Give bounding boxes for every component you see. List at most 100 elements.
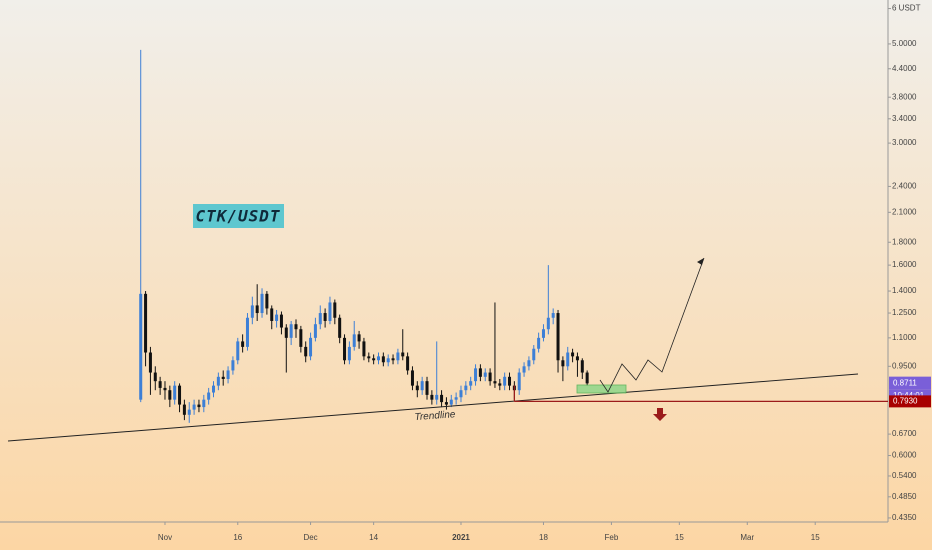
y-tick-label: 1.4000 <box>892 286 917 295</box>
y-tick-label: 1.2500 <box>892 308 917 317</box>
candle-body <box>503 376 507 386</box>
candle-body <box>571 352 575 357</box>
candle-body <box>537 337 541 349</box>
candle-body <box>430 394 434 400</box>
candle-body <box>148 352 152 373</box>
candle-body <box>410 370 414 386</box>
candle-body <box>226 370 230 379</box>
countdown-label: 10:44:01 <box>893 391 925 400</box>
candle-body <box>575 356 579 361</box>
last-price-box <box>889 376 931 390</box>
trendline-label: Trendline <box>414 409 456 423</box>
candle-body <box>415 385 419 391</box>
title-box <box>193 204 284 228</box>
candle-body <box>478 368 482 377</box>
candle-body <box>328 302 332 321</box>
candle-body <box>362 341 366 357</box>
candle-body <box>449 399 453 405</box>
candle-body <box>144 293 148 353</box>
level-price-box <box>889 395 931 408</box>
candle-body <box>333 302 337 318</box>
candle-body <box>216 376 220 386</box>
candle-body <box>178 385 182 405</box>
candle-body <box>197 404 201 408</box>
candle-body <box>381 356 385 363</box>
x-tick-label: 15 <box>675 533 684 542</box>
x-tick-label: 15 <box>811 533 820 542</box>
projection-arrowhead <box>697 258 704 265</box>
candle-body <box>158 381 162 388</box>
candle-body <box>284 327 288 338</box>
trendline <box>7 373 859 442</box>
y-tick-label: 1.8000 <box>892 237 917 246</box>
candle-body <box>153 372 157 382</box>
x-tick-label: Nov <box>158 533 172 542</box>
candle-body <box>236 341 240 361</box>
candle-body <box>517 372 521 391</box>
candle-body <box>304 346 308 357</box>
x-tick-label: Dec <box>303 533 317 542</box>
y-tick-label: 6 USDT <box>892 4 921 13</box>
candle-body <box>367 356 371 359</box>
candle-body <box>265 293 269 309</box>
candle-body <box>527 360 531 367</box>
candle-body <box>551 313 555 318</box>
candle-body <box>508 376 512 386</box>
candle-body <box>396 352 400 361</box>
candle-body <box>241 341 245 347</box>
candle-body <box>352 334 356 347</box>
candle-body <box>488 372 492 382</box>
candle-body <box>313 324 317 338</box>
y-tick-label: 4.4000 <box>892 64 917 73</box>
y-tick-label: 5.0000 <box>892 39 917 48</box>
candle-body <box>299 329 303 347</box>
candle-body <box>561 360 565 367</box>
candle-body <box>245 317 249 347</box>
y-tick-label: 0.5400 <box>892 471 917 480</box>
candle-body <box>483 372 487 377</box>
candle-body <box>270 308 274 321</box>
candle-body <box>376 356 380 361</box>
candle-body <box>192 404 196 410</box>
candle-body <box>469 381 473 386</box>
chart-title: CTK/USDT <box>195 207 280 226</box>
candle-body <box>386 358 390 363</box>
down-arrow <box>653 408 667 421</box>
candle-body <box>566 352 570 367</box>
y-tick-label: 3.8000 <box>892 92 917 101</box>
candle-body <box>275 314 279 321</box>
candle-body <box>435 394 439 400</box>
candle-body <box>391 358 395 361</box>
candle-body <box>420 381 424 391</box>
candle-body <box>338 317 342 338</box>
candle-body <box>532 348 536 361</box>
x-tick-label: Mar <box>740 533 754 542</box>
candle-body <box>347 346 351 361</box>
candle-body <box>493 381 497 384</box>
candle-body <box>294 324 298 330</box>
candle-body <box>323 313 327 321</box>
candle-body <box>357 334 361 342</box>
candle-body <box>163 387 167 391</box>
y-tick-label: 0.6700 <box>892 429 917 438</box>
candle-body <box>546 317 550 330</box>
candle-body <box>401 352 405 357</box>
candle-body <box>372 358 376 361</box>
candle-body <box>464 385 468 391</box>
candle-body <box>406 356 410 371</box>
x-tick-label: 18 <box>539 533 548 542</box>
candle-body <box>522 366 526 373</box>
y-tick-label: 1.1000 <box>892 333 917 342</box>
candle-body <box>289 324 293 338</box>
candle-body <box>231 360 235 371</box>
candle-body <box>168 390 172 400</box>
x-tick-label: 14 <box>369 533 378 542</box>
candle-body <box>580 360 584 373</box>
candle-body <box>541 329 545 338</box>
y-tick-label: 2.4000 <box>892 182 917 191</box>
plot <box>139 49 589 423</box>
candle-body <box>318 313 322 325</box>
candle-body <box>182 404 186 415</box>
candle-body <box>187 409 191 415</box>
